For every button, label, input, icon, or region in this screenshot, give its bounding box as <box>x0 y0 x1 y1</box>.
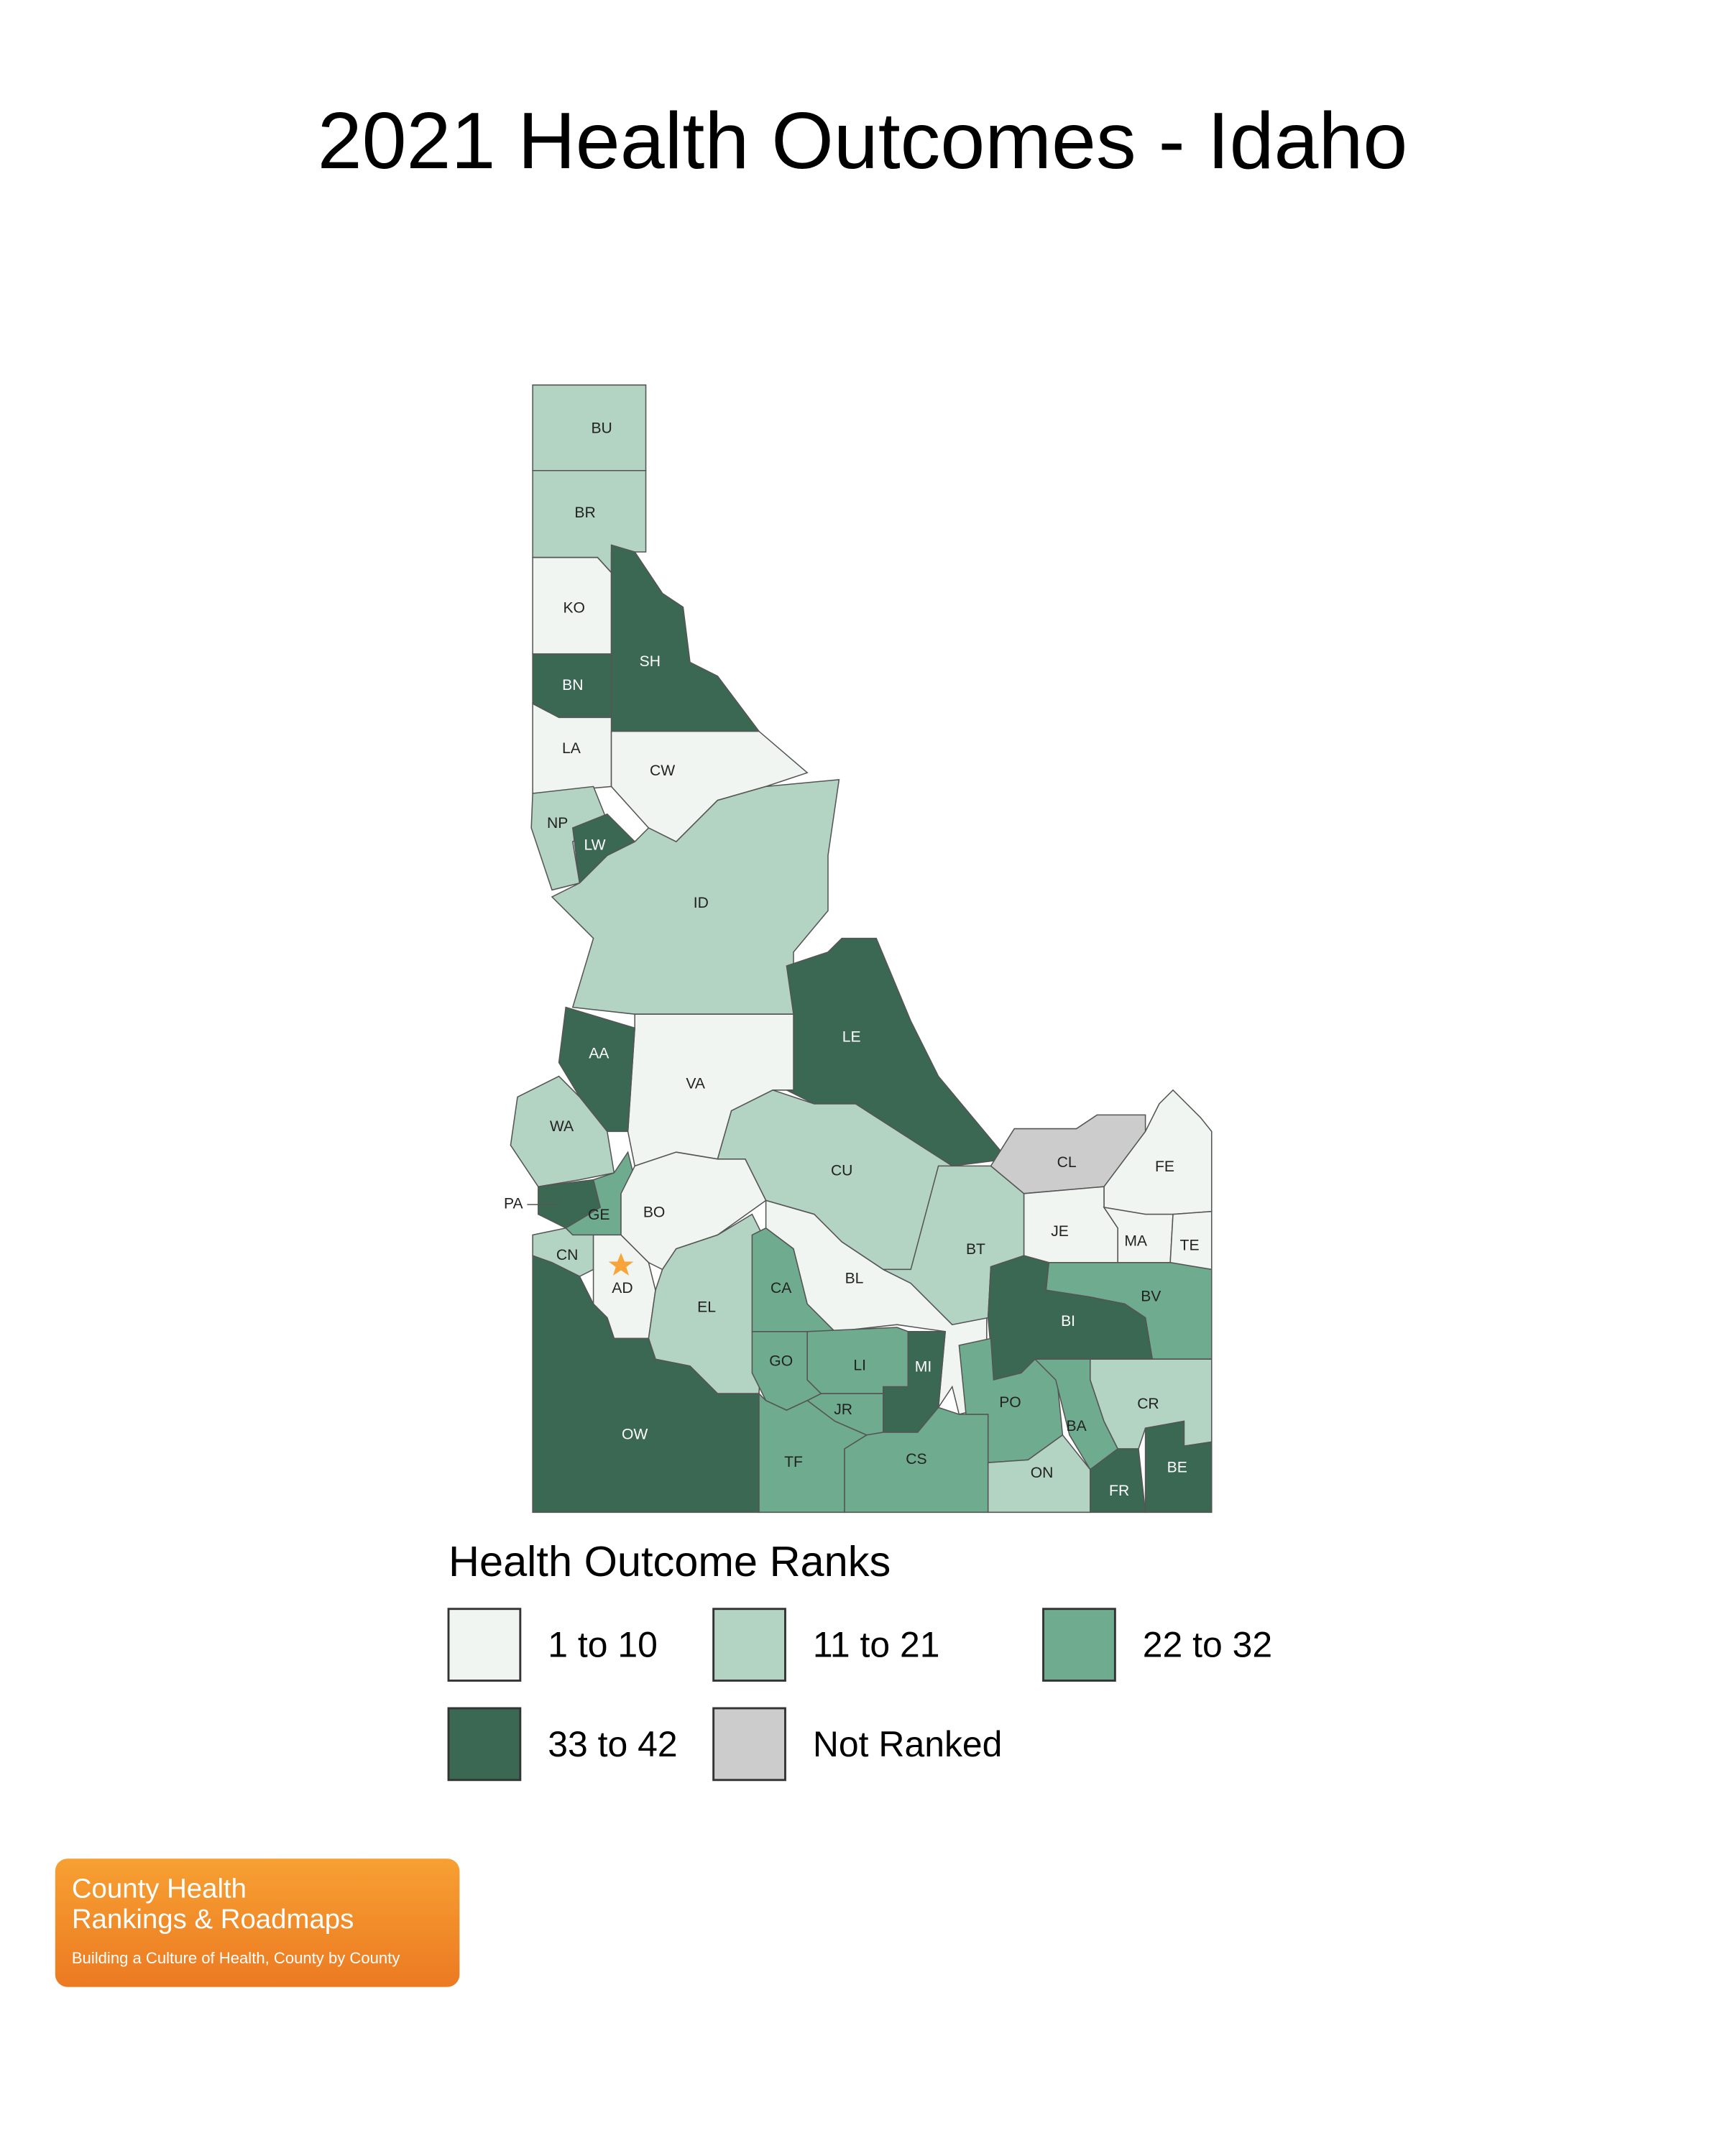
county-label: PO <box>999 1394 1021 1411</box>
logo-line: County Health <box>72 1874 247 1904</box>
county-label: OW <box>622 1426 648 1442</box>
county-label: BR <box>574 505 595 521</box>
county-label: BU <box>591 420 612 437</box>
county-label: BI <box>1061 1313 1075 1330</box>
legend-label: 22 to 32 <box>1143 1625 1272 1665</box>
logo-tagline: Building a Culture of Health, County by … <box>72 1949 400 1967</box>
county <box>1144 1420 1213 1514</box>
county <box>532 384 647 471</box>
county-label: TE <box>1180 1237 1200 1253</box>
legend-title: Health Outcome Ranks <box>448 1537 891 1585</box>
county-label: JE <box>1051 1223 1069 1240</box>
legend-swatch <box>712 1608 786 1682</box>
county-label: GO <box>769 1353 793 1370</box>
county-label: MI <box>915 1358 932 1375</box>
county-label: CW <box>650 763 675 779</box>
legend-label: 33 to 42 <box>548 1724 677 1764</box>
county <box>765 1199 988 1415</box>
county-label: CU <box>831 1163 853 1179</box>
county-label: MA <box>1124 1233 1148 1250</box>
capital-star <box>608 1253 634 1276</box>
county-label: LW <box>584 837 605 854</box>
county-label: CR <box>1137 1396 1159 1412</box>
county-label: GE <box>588 1207 610 1223</box>
county-label: BL <box>845 1270 864 1286</box>
county-label: CS <box>906 1451 926 1468</box>
county <box>1023 1186 1118 1263</box>
county-label: BE <box>1167 1459 1187 1475</box>
county-label: CN <box>556 1247 578 1263</box>
county-label: TF <box>784 1454 803 1470</box>
logo-line: Rankings & Roadmaps <box>72 1904 354 1935</box>
county-layer: BU BR KO SH BN LA CW NP LW ID LE VA AA WA CU PA GE BO CN AD… <box>504 384 1213 1514</box>
legend-label: 1 to 10 <box>548 1625 658 1665</box>
county-label: LE <box>842 1028 861 1045</box>
county-label: LI <box>853 1357 866 1373</box>
county-label: PA <box>504 1196 524 1212</box>
map-title: 2021 Health Outcomes - Idaho <box>318 96 1408 185</box>
county-label: ID <box>694 895 709 911</box>
county-label: JR <box>834 1401 852 1418</box>
logo-box <box>55 1858 460 1987</box>
county-label: NP <box>547 815 568 831</box>
legend-label: 11 to 21 <box>813 1625 940 1665</box>
county <box>844 1406 989 1514</box>
county-label: KO <box>563 599 585 616</box>
county-label: BV <box>1141 1288 1161 1304</box>
legend-swatch <box>447 1608 522 1682</box>
county-label: BA <box>1067 1418 1087 1434</box>
county <box>758 1392 868 1514</box>
legend-swatch <box>1042 1608 1116 1682</box>
county <box>530 786 608 891</box>
county-label: CL <box>1057 1154 1077 1171</box>
county-label: BT <box>966 1241 985 1258</box>
legend-swatch <box>447 1707 522 1782</box>
county <box>958 1337 1064 1464</box>
county-label: BO <box>643 1204 666 1220</box>
county-label: EL <box>697 1299 716 1316</box>
county-label: FR <box>1109 1483 1129 1499</box>
county-label: VA <box>686 1076 706 1092</box>
county-label: AD <box>612 1280 632 1296</box>
county-label: FE <box>1155 1158 1174 1175</box>
county-label: LA <box>562 740 581 757</box>
legend-label: Not Ranked <box>813 1724 1003 1764</box>
legend: 1 to 10 11 to 21 22 to 32 33 to 42 Not Ranke… <box>447 1608 1272 1782</box>
county-label: WA <box>550 1118 574 1135</box>
county-label: BN <box>562 677 583 694</box>
county-label: ON <box>1031 1465 1054 1481</box>
county-label: SH <box>640 653 661 670</box>
county-label: AA <box>589 1045 610 1061</box>
county <box>1090 1448 1146 1514</box>
county-label: CA <box>770 1280 792 1296</box>
legend-swatch <box>712 1707 786 1782</box>
county <box>610 544 760 732</box>
